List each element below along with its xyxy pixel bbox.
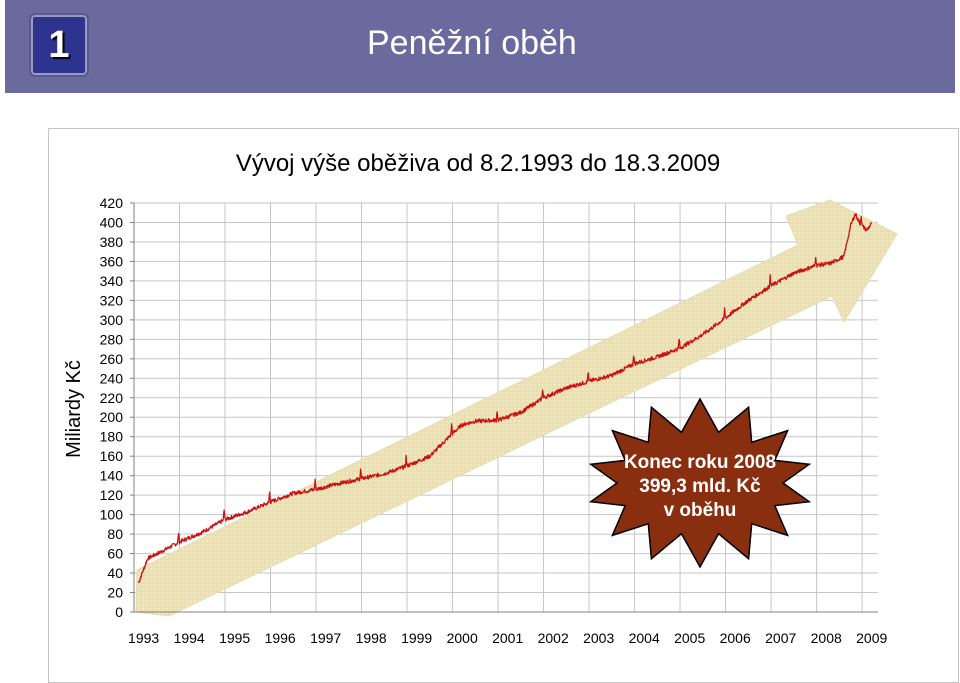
x-tick-label: 2000 [447, 630, 478, 646]
x-tick-label: 1995 [219, 630, 250, 646]
y-tick-label: 100 [100, 507, 124, 523]
y-tick-label: 300 [100, 312, 124, 328]
x-tick-label: 1999 [401, 630, 432, 646]
y-tick-label: 380 [100, 234, 124, 250]
x-tick-label: 1993 [128, 630, 159, 646]
y-tick-label: 340 [100, 273, 124, 289]
x-tick-label: 2002 [538, 630, 569, 646]
callout-text-line2: 399,3 mld. Kč [639, 476, 761, 497]
title-banner: 1 Peněžní oběh [5, 0, 955, 93]
y-tick-label: 20 [107, 585, 123, 601]
y-tick-label: 180 [100, 429, 124, 445]
x-tick-label: 2001 [492, 630, 523, 646]
x-tick-label: 2006 [720, 630, 751, 646]
x-tick-label: 1997 [310, 630, 341, 646]
y-tick-label: 240 [100, 370, 124, 386]
y-tick-label: 420 [100, 195, 124, 211]
x-tick-label: 2005 [674, 630, 705, 646]
callout-text-line1: Konec roku 2008 [624, 452, 776, 473]
slide-number: 1 [48, 23, 70, 66]
y-tick-label: 80 [107, 526, 123, 542]
y-tick-label: 360 [100, 253, 124, 269]
x-tick-label: 1996 [265, 630, 296, 646]
x-tick-label: 1994 [174, 630, 205, 646]
trend-arrow [135, 199, 898, 617]
y-axis-label: Miliardy Kč [63, 360, 85, 458]
y-tick-label: 140 [100, 468, 124, 484]
callout-text-line3: v oběhu [664, 500, 737, 521]
x-tick-label: 2003 [583, 630, 614, 646]
y-tick-label: 400 [100, 214, 124, 230]
y-tick-label: 280 [100, 331, 124, 347]
x-tick-label: 2008 [811, 630, 842, 646]
y-tick-label: 200 [100, 409, 124, 425]
y-tick-label: 260 [100, 351, 124, 367]
chart-title: Vývoj výše oběživa od 8.2.1993 do 18.3.2… [236, 150, 720, 177]
series-line [137, 213, 873, 583]
callout-burst [588, 397, 812, 569]
y-tick-label: 120 [100, 487, 124, 503]
y-tick-label: 60 [107, 546, 123, 562]
slide-title: Peněžní oběh [367, 24, 577, 62]
y-tick-label: 0 [115, 604, 123, 620]
x-tick-label: 1998 [356, 630, 387, 646]
y-tick-label: 40 [107, 565, 123, 581]
y-tick-label: 320 [100, 292, 124, 308]
x-tick-label: 2009 [856, 630, 887, 646]
y-tick-label: 160 [100, 448, 124, 464]
slide-number-badge: 1 [29, 13, 89, 77]
y-tick-label: 220 [100, 390, 124, 406]
x-tick-label: 2004 [629, 630, 660, 646]
x-tick-label: 2007 [765, 630, 796, 646]
